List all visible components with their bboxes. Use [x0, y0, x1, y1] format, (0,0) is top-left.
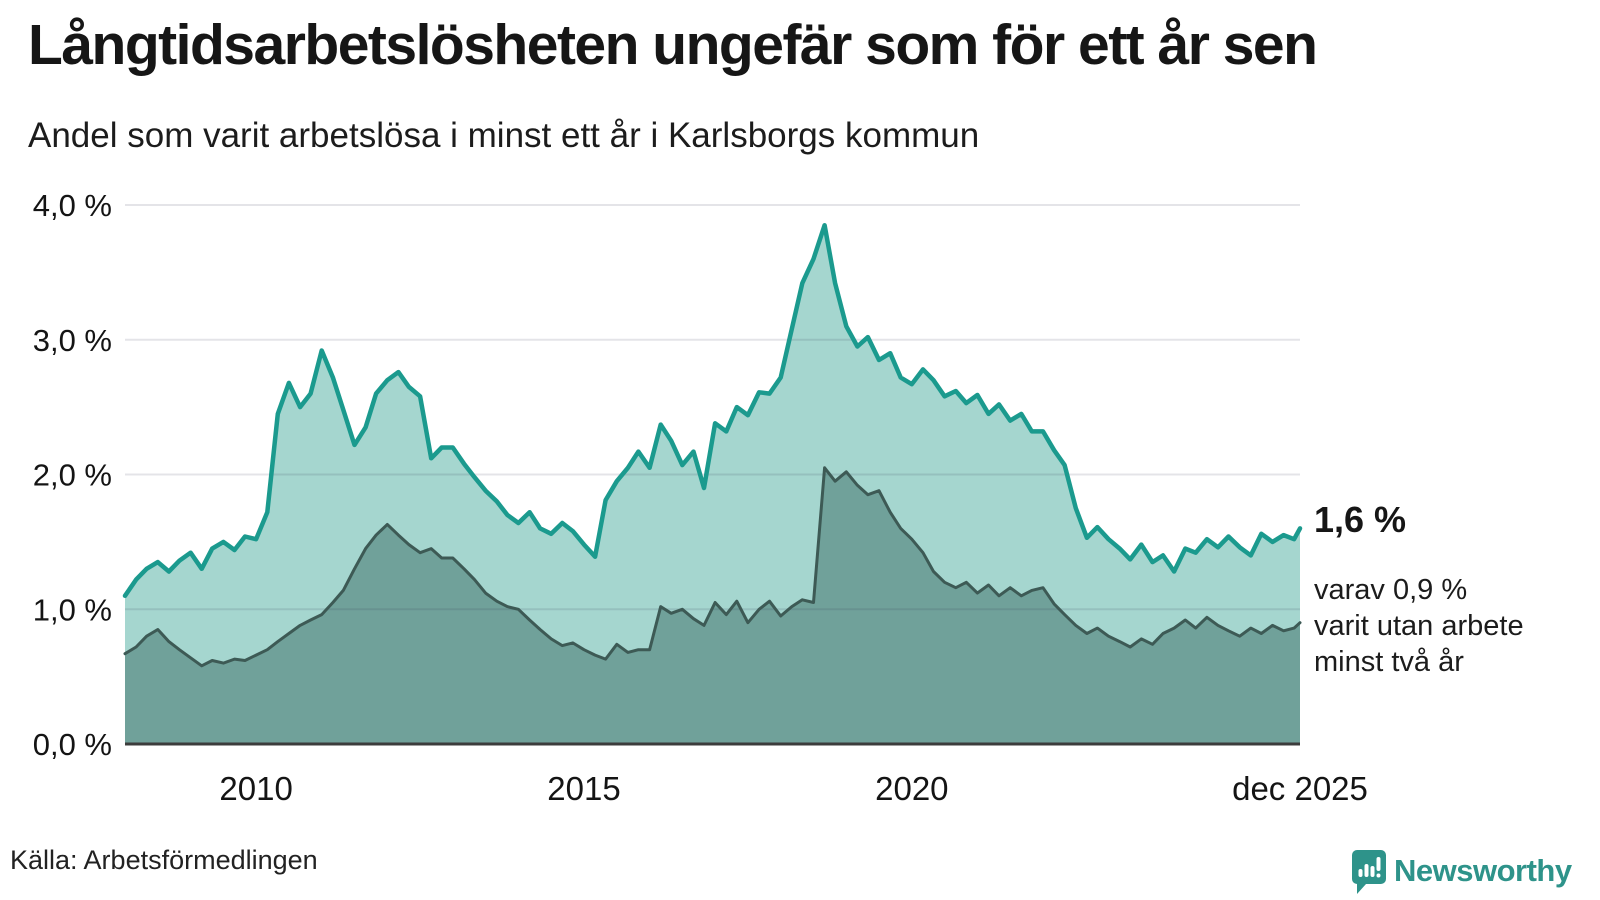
chart-lines: [122, 222, 1303, 746]
area-fill-min-two-years: [125, 467, 1300, 744]
x-axis-tick-label: 2010: [219, 770, 292, 807]
end-label-secondary: varav 0,9 % varit utan arbete minst två …: [1314, 572, 1524, 680]
newsworthy-icon: [1352, 850, 1386, 894]
chart-axis-labels: 0,0 % 1,0 % 2,0 % 3,0 % 4,0 % 2010 2015 2020 dec…: [33, 188, 1368, 807]
end-label-secondary-line1: varav 0,9 %: [1314, 574, 1468, 606]
newsworthy-logo-text: Newsworthy: [1394, 853, 1572, 888]
y-axis-tick-label: 0,0 %: [33, 727, 112, 762]
end-label-primary: 1,6 %: [1314, 499, 1407, 540]
x-axis-tick-label: dec 2025: [1232, 770, 1368, 807]
end-label-secondary-line2: varit utan arbete: [1314, 610, 1524, 642]
x-axis-tick-label: 2015: [547, 770, 620, 807]
source-text: Källa: Arbetsförmedlingen: [10, 845, 318, 875]
line-min-one-year: [122, 222, 1303, 599]
page-title: Långtidsarbetslösheten ungefär som för e…: [28, 13, 1318, 77]
y-axis-tick-label: 3,0 %: [33, 323, 112, 358]
y-axis-tick-label: 2,0 %: [33, 458, 112, 493]
y-axis-tick-label: 4,0 %: [33, 188, 112, 223]
end-label-secondary-line3: minst två år: [1314, 646, 1464, 678]
area-chart: 0,0 % 1,0 % 2,0 % 3,0 % 4,0 % 2010 2015 2020 dec…: [33, 188, 1368, 807]
x-axis-tick-label: 2020: [875, 770, 948, 807]
line-min-two-years: [123, 466, 1302, 668]
newsworthy-logo: Newsworthy: [1352, 850, 1572, 896]
chart-areas: [125, 225, 1300, 744]
y-axis-tick-label: 1,0 %: [33, 592, 112, 627]
chart-gridlines: [125, 204, 1300, 611]
chart-subtitle: Andel som varit arbetslösa i minst ett å…: [28, 116, 980, 155]
